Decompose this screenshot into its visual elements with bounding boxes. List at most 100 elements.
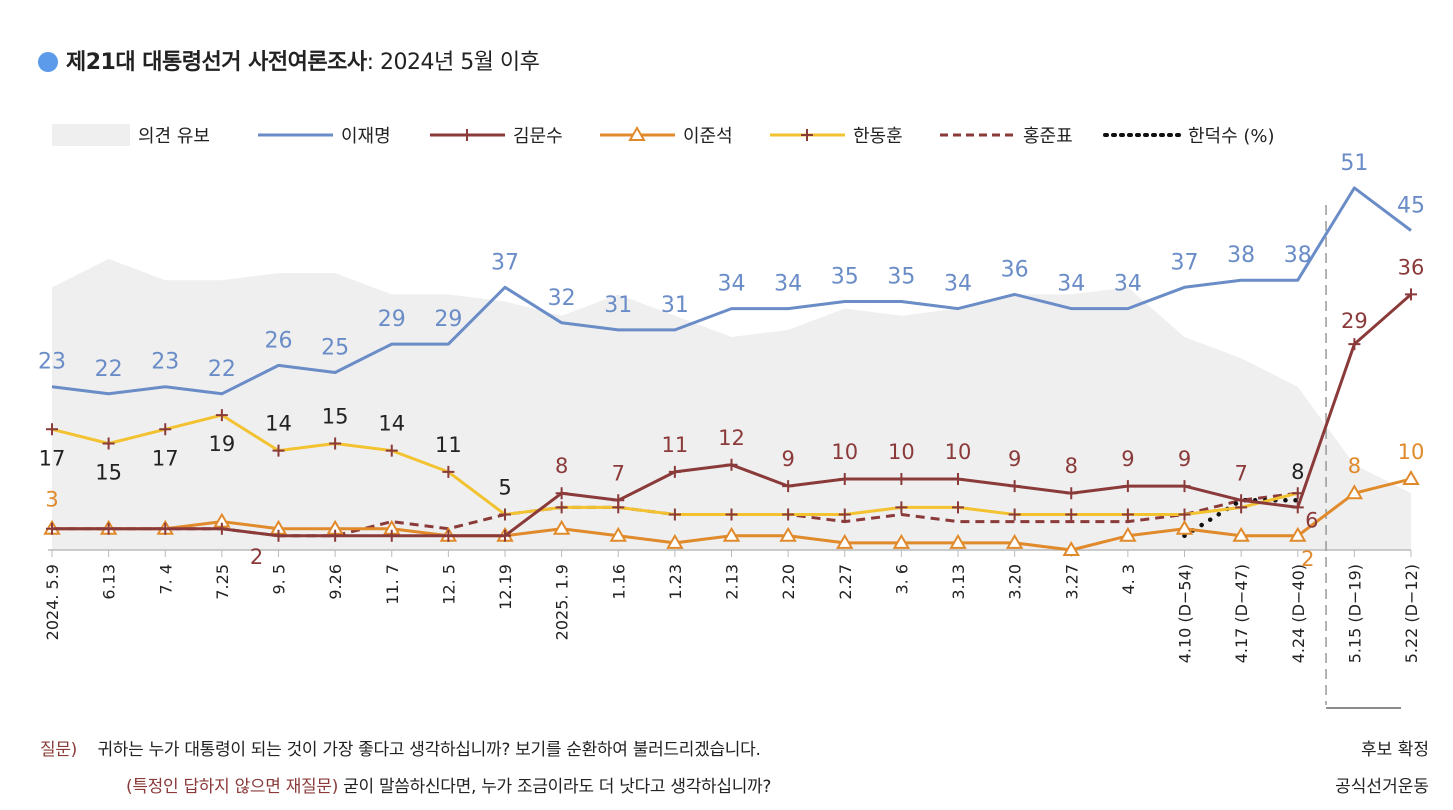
x-tick-label: 2025. 1.9 [553, 564, 572, 640]
data-point [215, 409, 228, 422]
data-label: 15 [95, 461, 122, 485]
data-point [272, 444, 285, 457]
data-point [1121, 480, 1134, 493]
data-point [329, 529, 342, 542]
data-label: 11 [435, 433, 462, 457]
data-label: 7 [612, 461, 625, 485]
data-point [159, 423, 172, 436]
data-label: 8 [555, 454, 568, 478]
data-label: 29 [1341, 309, 1368, 333]
data-label: 36 [1398, 255, 1425, 279]
data-point [725, 458, 738, 471]
data-label: 6 [1305, 508, 1318, 532]
data-point [442, 529, 455, 542]
x-tick-label: 3.20 [1006, 564, 1025, 600]
legend-swatch-undecided [52, 124, 130, 146]
data-point [555, 487, 568, 500]
data-label: 34 [1057, 272, 1085, 297]
data-label: 17 [39, 446, 66, 470]
data-label: 7 [1234, 461, 1247, 485]
data-point [1005, 533, 1024, 549]
legend-label-1: 이재명 [341, 126, 391, 147]
data-point [668, 465, 681, 478]
data-label: 29 [378, 307, 406, 332]
data-label: 10 [831, 440, 858, 464]
data-label: 34 [944, 272, 972, 297]
legend-marker-3 [628, 126, 646, 141]
data-label: 32 [548, 286, 576, 311]
x-tick-label: 5.22 (D−12) [1402, 564, 1421, 663]
data-point [1008, 508, 1021, 521]
data-label: 14 [265, 412, 292, 436]
data-point [838, 473, 851, 485]
data-label: 35 [831, 265, 859, 290]
x-tick-label: 12.19 [496, 564, 515, 610]
data-point [46, 522, 58, 535]
data-label: 34 [1114, 272, 1142, 297]
legend-marker-4 [801, 129, 813, 141]
x-tick-label: 2.13 [723, 564, 742, 600]
data-point [1178, 480, 1191, 493]
x-tick-label: 2.27 [836, 564, 855, 600]
data-point [1291, 501, 1304, 514]
data-point [779, 526, 797, 542]
x-tick-label: 4.10 (D−54) [1176, 564, 1195, 663]
data-point [499, 508, 511, 521]
data-label: 10 [945, 440, 972, 464]
question-line-1: 질문) 귀하는 누가 대통령이 되는 것이 가장 좋다고 생각하십니까? 보기를… [40, 740, 761, 760]
data-label: 14 [378, 412, 405, 436]
question-line-2: (특정인 답하지 않으면 재질문) 굳이 말씀하신다면, 누가 조금이라도 더 … [126, 777, 772, 797]
data-point [1235, 494, 1248, 507]
data-label: 19 [209, 432, 236, 456]
data-point [552, 519, 571, 535]
legend-label-5: 홍준표 [1023, 126, 1073, 147]
data-point [102, 437, 115, 450]
data-point [1175, 519, 1194, 535]
data-label: 36 [1001, 257, 1029, 282]
data-point [666, 533, 684, 549]
data-point [952, 501, 964, 514]
data-label: 15 [322, 405, 349, 429]
data-label: 26 [265, 328, 293, 353]
data-label: 45 [1397, 194, 1425, 219]
legend-label-0: 의견 유보 [138, 126, 210, 147]
data-point [668, 508, 681, 521]
x-tick-label: 12. 5 [439, 564, 458, 605]
series-line-6 [1182, 498, 1300, 539]
x-tick-label: 3. 6 [892, 564, 911, 595]
x-tick-label: 3.27 [1062, 564, 1081, 600]
data-point [1065, 487, 1078, 500]
data-label: 8 [1291, 460, 1304, 484]
x-tick-label: 2024. 5.9 [43, 564, 62, 640]
data-point [1232, 526, 1250, 542]
data-point [442, 465, 455, 478]
x-tick-label: 1.23 [666, 564, 685, 600]
annotation-campaign: 공식선거운동 [1335, 777, 1429, 797]
data-point [1119, 526, 1137, 542]
data-label: 2 [250, 545, 263, 569]
data-point [385, 529, 398, 542]
data-point [46, 423, 58, 436]
data-label: 2 [1301, 547, 1314, 571]
x-tick-label: 4.17 (D−47) [1232, 564, 1251, 663]
x-tick-label: 6.13 [100, 564, 119, 600]
data-label: 5 [498, 476, 511, 500]
data-point [949, 533, 967, 549]
data-label: 22 [95, 357, 123, 382]
data-label: 17 [152, 446, 179, 470]
x-tick-label: 5.15 (D−19) [1345, 564, 1364, 663]
data-label: 34 [774, 272, 802, 297]
data-label: 8 [1065, 454, 1078, 478]
data-label: 23 [38, 350, 66, 375]
data-point [722, 526, 741, 542]
data-label: 51 [1340, 151, 1368, 176]
data-point [1289, 526, 1307, 542]
data-label: 22 [208, 357, 236, 382]
data-point [1405, 288, 1417, 301]
data-point [159, 522, 172, 535]
x-tick-label: 11. 7 [383, 564, 402, 605]
data-label: 9 [1121, 447, 1134, 471]
data-label: 37 [1171, 250, 1199, 275]
